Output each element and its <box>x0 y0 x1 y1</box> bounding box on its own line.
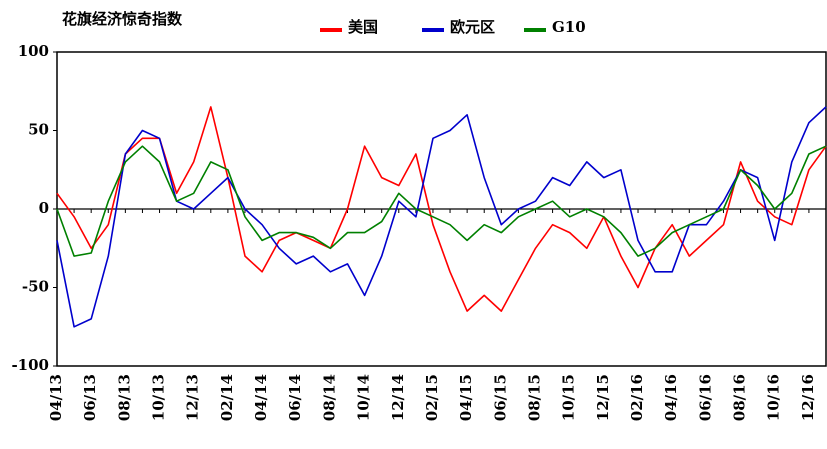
x-tick-label: 02/14 <box>218 374 236 421</box>
x-tick-label: 04/16 <box>662 374 680 421</box>
x-tick-label: 10/16 <box>765 374 783 421</box>
y-tick-label: 50 <box>28 121 49 139</box>
x-tick-label: 12/14 <box>389 374 407 421</box>
x-tick-label: 06/15 <box>491 374 509 421</box>
x-tick-label: 10/13 <box>150 374 168 421</box>
y-tick-label: 100 <box>18 42 49 60</box>
x-tick-label: 06/14 <box>286 374 304 421</box>
x-tick-label: 08/13 <box>115 374 133 421</box>
x-tick-label: 02/15 <box>423 374 441 421</box>
chart-title: 花旗经济惊奇指数 <box>62 10 183 28</box>
line-series <box>56 145 827 257</box>
x-tick-label: 04/15 <box>457 374 475 421</box>
x-tick-label: 04/14 <box>252 374 270 421</box>
x-tick-label: 06/16 <box>696 374 714 421</box>
legend-label: 美国 <box>348 18 378 36</box>
legend-label: 欧元区 <box>450 18 495 36</box>
x-tick-label: 02/16 <box>628 374 646 421</box>
x-tick-label: 08/16 <box>731 374 749 421</box>
line-series <box>56 106 827 328</box>
y-tick-label: -50 <box>22 278 49 296</box>
y-tick-label: -100 <box>11 356 49 374</box>
line-series <box>56 106 827 312</box>
x-tick-label: 04/13 <box>47 374 65 421</box>
legend-label: G10 <box>552 18 586 36</box>
x-tick-label: 08/14 <box>320 374 338 421</box>
x-tick-label: 10/15 <box>560 374 578 421</box>
x-tick-label: 12/16 <box>799 374 817 421</box>
x-tick-label: 12/15 <box>594 374 612 421</box>
y-tick-label: 0 <box>39 199 49 217</box>
x-tick-label: 10/14 <box>355 374 373 421</box>
x-tick-label: 06/13 <box>81 374 99 421</box>
x-tick-label: 12/13 <box>184 374 202 421</box>
x-tick-label: 08/15 <box>525 374 543 421</box>
